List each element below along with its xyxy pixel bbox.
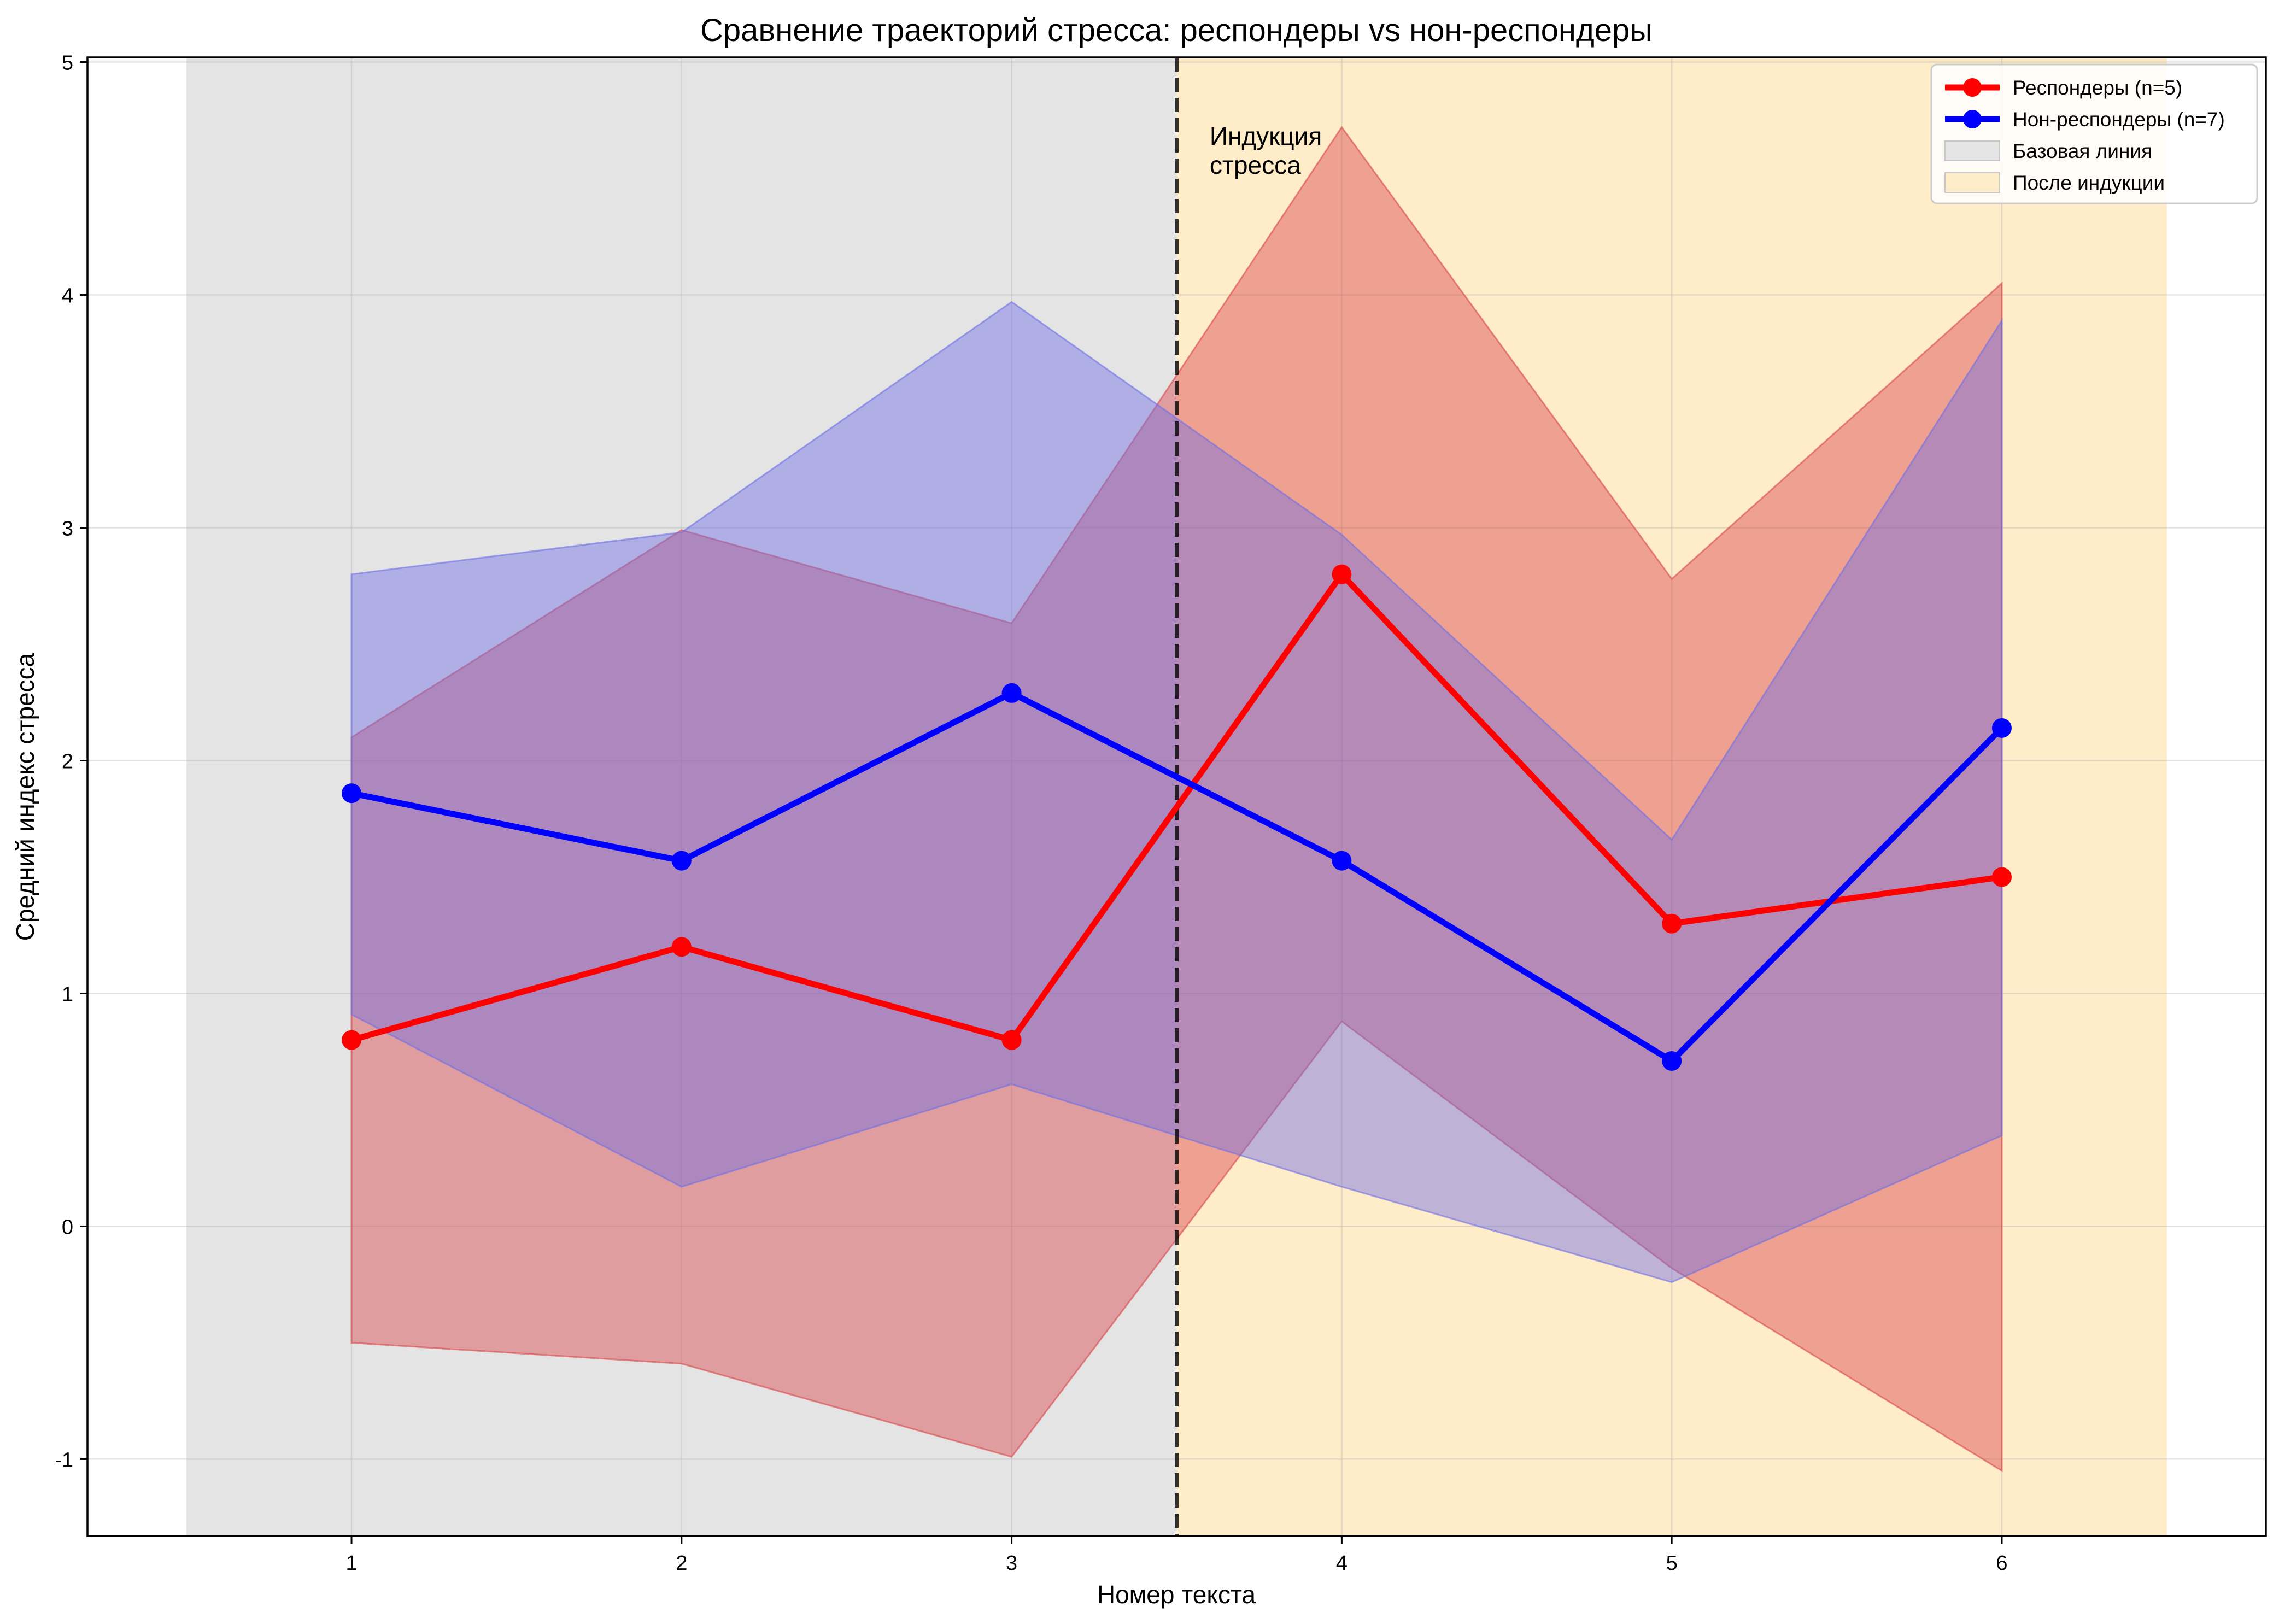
- legend-label-region-2: После индукции: [2013, 172, 2165, 194]
- legend-marker-series-1: [1963, 78, 1982, 97]
- series-1-point-6: [1991, 867, 2012, 887]
- legend: Респондеры (n=5) Нон-респондеры (n=7) Базо…: [1930, 63, 2258, 204]
- y-tick-label-2: 0: [62, 1216, 73, 1239]
- annotation-text: Индукция стресса: [1210, 122, 1329, 179]
- y-tick-label-5: 3: [62, 517, 73, 540]
- x-tick-label-3: 3: [1006, 1552, 1017, 1575]
- points-layer: [342, 564, 2012, 1071]
- series-2-point-6: [1991, 718, 2012, 738]
- x-tick-label-2: 2: [676, 1552, 687, 1575]
- series-2-point-4: [1332, 851, 1352, 871]
- legend-box: [1930, 63, 2258, 204]
- series-2-point-5: [1662, 1051, 1682, 1071]
- series-1-point-3: [1001, 1030, 1022, 1050]
- x-tick-label-4: 4: [1336, 1552, 1348, 1575]
- series-1-point-5: [1662, 913, 1682, 934]
- y-tick-label-6: 4: [62, 285, 73, 308]
- legend-patch-region-2: [1944, 172, 2000, 193]
- legend-patch-region-1: [1944, 140, 2000, 161]
- x-tick-label-6: 6: [1996, 1552, 2007, 1575]
- lines-layer: [348, 571, 2005, 1064]
- series-line-1: [348, 571, 2005, 1043]
- y-tick-label-4: 2: [62, 750, 73, 773]
- series-2-point-3: [1001, 683, 1022, 703]
- x-tick-label-5: 5: [1666, 1552, 1678, 1575]
- plot-frame: [86, 56, 2267, 1537]
- series-line-2: [348, 690, 2005, 1064]
- y-axis-label: Средний индекс стресса: [11, 653, 39, 941]
- series-1-point-1: [342, 1030, 362, 1050]
- x-tick-label-1: 1: [345, 1552, 357, 1575]
- annotation-line-1: Индукция: [1210, 122, 1322, 150]
- annotation-line-2: стресса: [1210, 151, 1301, 179]
- ticks-layer: 1 2 3 4 5 6 -1 0 1 2 3 4 5: [55, 52, 2007, 1575]
- series-2-point-2: [671, 851, 692, 871]
- chart-title: Сравнение траекторий стресса: респондеры…: [700, 13, 1653, 48]
- y-tick-label-7: 5: [62, 52, 73, 75]
- legend-label-series-2: Нон-респондеры (n=7): [2013, 108, 2225, 131]
- x-axis-label: Номер текста: [1097, 1580, 1256, 1609]
- series-1-point-4: [1332, 564, 1352, 584]
- y-tick-label-3: 1: [62, 983, 73, 1006]
- legend-marker-series-2: [1963, 110, 1982, 128]
- legend-label-region-1: Базовая линия: [2013, 140, 2152, 162]
- series-1-point-2: [671, 937, 692, 957]
- series-2-point-1: [342, 783, 362, 804]
- legend-label-series-1: Респондеры (n=5): [2013, 77, 2182, 99]
- y-tick-label-1: -1: [55, 1449, 73, 1471]
